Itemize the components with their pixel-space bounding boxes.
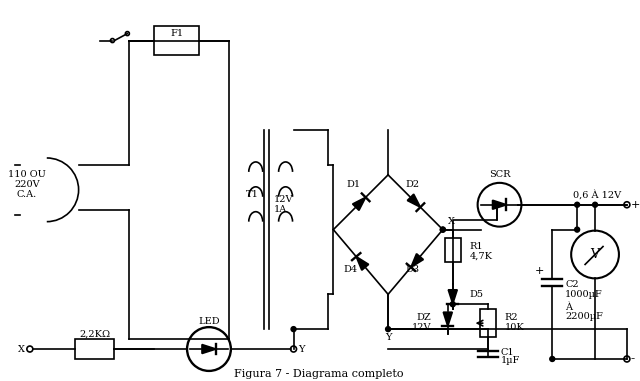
Text: -: - (631, 352, 635, 365)
Text: LED: LED (198, 317, 220, 326)
Circle shape (575, 227, 580, 232)
Text: DZ: DZ (416, 313, 431, 322)
Text: 1µF: 1µF (500, 357, 520, 365)
Text: D4: D4 (343, 265, 357, 274)
Bar (75, 339, 115, 359)
Text: Figura 7 - Diagrama completo: Figura 7 - Diagrama completo (234, 369, 403, 379)
Text: 10K: 10K (504, 323, 524, 331)
Text: 12V: 12V (274, 195, 293, 204)
Circle shape (451, 302, 455, 307)
Text: 1A: 1A (274, 205, 287, 214)
Circle shape (385, 327, 390, 331)
Polygon shape (444, 312, 452, 326)
Polygon shape (411, 254, 423, 267)
Text: SCR: SCR (489, 170, 510, 179)
Text: T1: T1 (246, 190, 259, 199)
Text: D3: D3 (406, 265, 420, 274)
Polygon shape (356, 257, 369, 270)
Polygon shape (407, 194, 420, 207)
Bar (154, 26, 199, 56)
Text: Y: Y (385, 333, 391, 342)
Text: D2: D2 (406, 180, 420, 189)
Text: 110 OU: 110 OU (8, 170, 46, 179)
Circle shape (440, 227, 445, 232)
Text: R2: R2 (504, 313, 518, 322)
Text: +: + (534, 266, 544, 276)
Circle shape (550, 357, 555, 362)
Bar (445, 238, 461, 263)
Polygon shape (493, 200, 506, 209)
Text: 1000µF: 1000µF (565, 290, 603, 299)
Text: +: + (631, 200, 640, 210)
Text: R1: R1 (470, 242, 483, 251)
Text: 2200µF: 2200µF (565, 312, 603, 321)
Polygon shape (353, 197, 365, 210)
Text: X: X (448, 217, 455, 226)
Text: C2: C2 (565, 280, 579, 289)
Text: F1: F1 (171, 29, 184, 38)
Text: 2,2KΩ: 2,2KΩ (79, 330, 110, 339)
Text: 4,7K: 4,7K (470, 252, 493, 261)
Text: C1: C1 (500, 347, 514, 357)
Circle shape (575, 202, 580, 207)
Text: 12V: 12V (412, 323, 431, 331)
Circle shape (440, 227, 445, 232)
Polygon shape (448, 290, 457, 304)
Text: D1: D1 (346, 180, 360, 189)
Text: D5: D5 (470, 290, 484, 299)
Text: À: À (565, 303, 572, 312)
Circle shape (593, 202, 598, 207)
Text: X: X (18, 344, 25, 354)
Text: 220V: 220V (14, 180, 40, 189)
Text: C.A.: C.A. (17, 190, 37, 199)
Bar (479, 309, 495, 337)
Polygon shape (202, 344, 216, 354)
Text: V: V (591, 248, 600, 261)
Circle shape (291, 327, 296, 331)
Text: 0,6 À 12V: 0,6 À 12V (573, 190, 621, 200)
Text: Y: Y (298, 344, 305, 354)
